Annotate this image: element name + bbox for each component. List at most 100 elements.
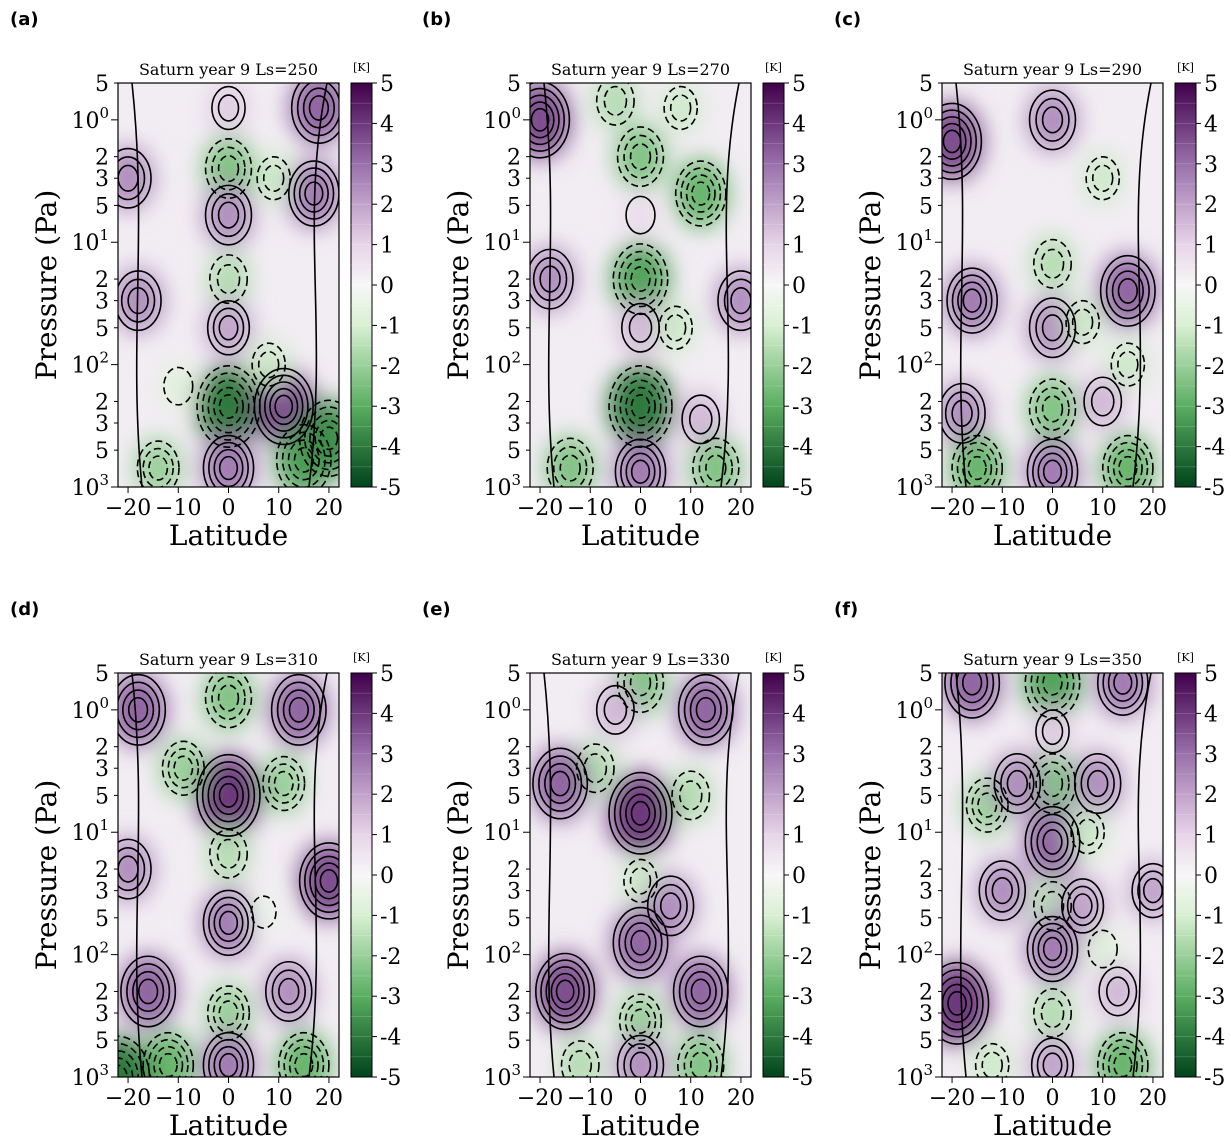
contour-negative — [1107, 1045, 1138, 1077]
y-axis-label: Pressure (Pa) — [442, 190, 475, 381]
y-tick-label: 5 — [919, 1029, 933, 1054]
colorbar-tick-label: -3 — [1204, 985, 1225, 1010]
x-axis-label: Latitude — [169, 519, 288, 552]
colorbar-tick-label: 0 — [1204, 864, 1218, 889]
contour-zero — [543, 83, 555, 487]
y-tick-label: 3 — [507, 1002, 521, 1027]
contour-negative — [630, 1008, 651, 1034]
y-tick-label: 100 — [895, 104, 933, 134]
contour-positive — [1032, 445, 1073, 487]
colorbar-tick-label: -3 — [380, 395, 401, 420]
contour-positive — [944, 673, 1001, 719]
y-tick-label: 101 — [71, 816, 109, 846]
colorbar-tick-label: -4 — [1204, 1026, 1225, 1051]
panel-letter: (d) — [10, 599, 39, 620]
y-tick-label: 3 — [507, 880, 521, 905]
contour-negative — [618, 993, 663, 1049]
contour-positive — [196, 753, 261, 837]
contour-positive — [258, 374, 309, 439]
anomaly-fill — [1030, 236, 1075, 292]
contour-positive — [1042, 829, 1063, 855]
y-tick-label: 5 — [95, 784, 109, 809]
contour-positive — [1037, 452, 1068, 487]
contour-positive — [1024, 805, 1081, 878]
colorbar-tick-label: 1 — [1204, 234, 1218, 259]
contour-positive — [1026, 438, 1079, 487]
contour-positive — [957, 281, 988, 320]
contour-negative — [298, 399, 339, 478]
anomaly-fill — [1059, 876, 1107, 936]
contour-positive — [253, 367, 314, 446]
contour-positive — [1041, 717, 1064, 746]
contour-negative — [153, 1045, 184, 1077]
x-axis-label: Latitude — [581, 519, 700, 552]
contour-negative — [267, 763, 300, 804]
y-tick-label: 2 — [95, 390, 109, 415]
anomaly-fill — [622, 192, 659, 239]
panel-letter: (a) — [10, 9, 39, 30]
y-tick-label: 5 — [95, 317, 109, 342]
contour-negative — [619, 379, 662, 434]
colorbar-tick-label: -1 — [792, 314, 813, 339]
colorbar-tick-label: 0 — [792, 864, 806, 889]
colorbar-tick-label: -5 — [380, 476, 401, 501]
anomaly-fill — [669, 767, 713, 823]
y-tick-label: 3 — [95, 290, 109, 315]
contour-zero — [308, 673, 328, 1077]
contour-negative — [967, 455, 987, 481]
y-tick-label: 101 — [71, 226, 109, 256]
anomaly-fill — [534, 952, 596, 1031]
contour-negative — [207, 379, 250, 434]
anomaly-fill — [270, 673, 328, 747]
y-tick-label: 103 — [895, 1061, 933, 1091]
y-tick-label: 2 — [919, 980, 933, 1005]
y-axis-label: Pressure (Pa) — [854, 780, 887, 971]
panel-letter: (c) — [834, 9, 861, 30]
contour-positive — [624, 922, 657, 964]
colorbar-tick-label: -3 — [380, 985, 401, 1010]
anomaly-fill — [118, 268, 164, 333]
x-tick-label: 20 — [1139, 496, 1167, 521]
anomaly-fill — [203, 673, 254, 731]
panel-title: Saturn year 9 Ls=350 — [963, 650, 1142, 669]
contour-negative — [273, 770, 294, 797]
contour-negative — [1110, 342, 1146, 387]
contour-positive — [1042, 459, 1063, 484]
colorbar-tick-label: 2 — [380, 783, 394, 808]
contour-positive — [625, 793, 656, 833]
colorbar-tick-label: -3 — [1204, 395, 1225, 420]
contour-positive — [688, 404, 713, 435]
colorbar-tick-label: 4 — [380, 112, 394, 137]
x-tick-label: 0 — [222, 496, 236, 521]
contour-negative — [683, 1043, 719, 1077]
anomaly-fill — [118, 836, 154, 902]
contour-negative — [319, 426, 339, 451]
y-tick-label: 5 — [95, 662, 109, 687]
contour-negative — [677, 1034, 725, 1077]
y-tick-label: 101 — [483, 226, 521, 256]
y-axis-label: Pressure (Pa) — [30, 190, 63, 381]
x-tick-label: −10 — [979, 496, 1025, 521]
contour-positive — [121, 689, 155, 731]
y-tick-label: 2 — [95, 980, 109, 1005]
contour-positive — [942, 109, 977, 174]
anomaly-fill — [1129, 860, 1163, 921]
contour-negative — [1035, 386, 1070, 431]
contour-positive — [623, 1043, 658, 1077]
contour-negative — [262, 755, 306, 812]
colorbar-tick-label: 3 — [792, 743, 806, 768]
contour-positive — [1000, 761, 1035, 806]
contour-negative — [250, 895, 277, 929]
contour-negative — [288, 1045, 319, 1077]
contour-negative — [608, 365, 673, 449]
colorbar-tick-label: 4 — [1204, 112, 1218, 137]
x-tick-label: −10 — [567, 496, 613, 521]
contour-positive — [618, 914, 663, 972]
colorbar-tick-label: -1 — [380, 904, 401, 929]
anomaly-fill — [205, 983, 252, 1043]
anomaly-fill — [1032, 706, 1073, 757]
plot-area — [118, 673, 339, 1077]
y-tick-label: 5 — [919, 72, 933, 97]
contour-negative — [1040, 997, 1065, 1029]
y-tick-label: 3 — [507, 757, 521, 782]
